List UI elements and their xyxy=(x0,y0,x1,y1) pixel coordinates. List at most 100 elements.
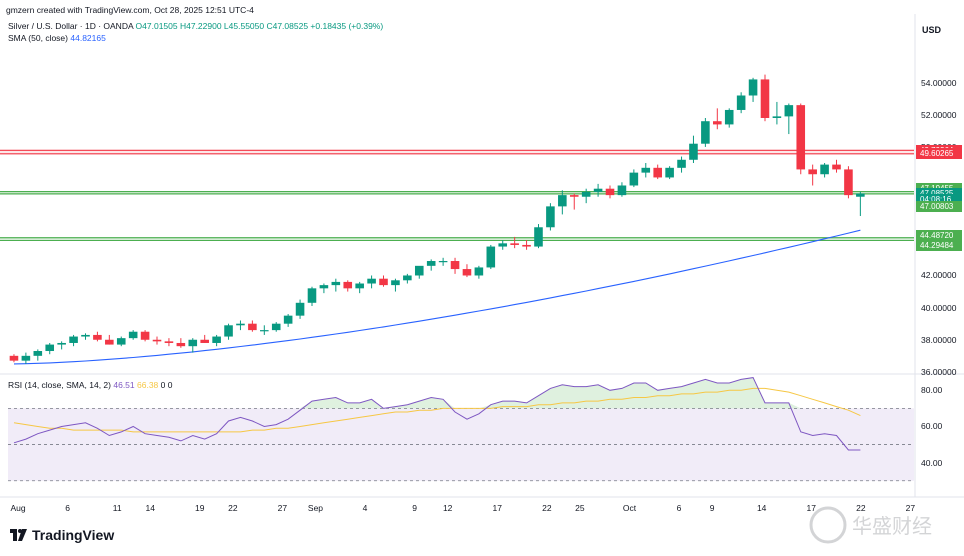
rsi-ma-line xyxy=(13,387,861,433)
chart-attribution: gmzern created with TradingView.com, Oct… xyxy=(6,5,254,15)
candle-up xyxy=(736,95,746,110)
time-tick-label: 9 xyxy=(709,503,715,513)
time-tick-label: 22 xyxy=(542,503,552,513)
candle-down xyxy=(796,105,806,170)
candle-down xyxy=(164,341,174,343)
candle-up xyxy=(81,334,90,337)
candle-up xyxy=(724,109,734,125)
support-band-upper xyxy=(0,191,914,194)
time-tick-label: 19 xyxy=(195,503,205,513)
candle-down xyxy=(176,342,186,347)
price-tick-label: 40.00000 xyxy=(921,302,957,313)
time-tick-label: 22 xyxy=(856,503,866,513)
price-tag: 44.29484 xyxy=(916,240,962,252)
candle-up xyxy=(665,167,674,178)
candle-up xyxy=(69,336,78,343)
sma-legend[interactable]: SMA (50, close) 44.82165 xyxy=(8,33,106,43)
time-tick-label: 11 xyxy=(112,503,122,513)
candle-up xyxy=(224,325,233,337)
candle-up xyxy=(21,355,31,361)
time-tick-label: 27 xyxy=(905,503,916,513)
rsi-label: RSI (14, close, SMA, 14, 2) xyxy=(8,380,111,390)
support-band-lower xyxy=(0,237,914,241)
candle-down xyxy=(379,278,388,286)
candle-down xyxy=(605,188,615,196)
candle-down xyxy=(152,339,162,342)
price-tag: 47.08525 xyxy=(916,188,962,200)
candle-up xyxy=(236,323,245,326)
price-tag: 04:08:16 xyxy=(916,194,962,206)
candle-down xyxy=(343,281,353,289)
time-tick-label: 14 xyxy=(756,503,767,513)
candle-up xyxy=(641,167,651,173)
candle-up xyxy=(212,336,221,343)
candle-up xyxy=(391,280,400,286)
price-tick-label: 52.00000 xyxy=(921,109,957,120)
candle-up xyxy=(677,159,686,168)
time-tick-label: 25 xyxy=(575,503,585,513)
brand-name: TradingView xyxy=(32,527,115,543)
price-tick-label: 42.00000 xyxy=(921,270,957,281)
price-tag: 47.00803 xyxy=(916,200,962,212)
candle-up xyxy=(498,243,508,247)
candle-up xyxy=(355,283,364,289)
candle-down xyxy=(450,261,460,270)
candle-up xyxy=(438,261,448,263)
price-tick-label: 54.00000 xyxy=(921,77,957,88)
candle-down xyxy=(653,167,662,178)
candle-up xyxy=(617,185,627,196)
rsi-line xyxy=(13,377,861,451)
sma-label: SMA (50, close) xyxy=(8,33,68,43)
currency-label[interactable]: USD xyxy=(922,25,942,35)
sma-value: 44.82165 xyxy=(70,33,106,43)
price-tag: 49.60265 xyxy=(916,148,962,160)
watermark-text: 华盛财经 xyxy=(852,514,932,538)
candle-down xyxy=(713,121,722,125)
time-tick-label: 17 xyxy=(806,503,816,513)
time-tick-label: 12 xyxy=(442,503,453,513)
time-tick-label: 9 xyxy=(412,503,417,513)
time-tick-label: 17 xyxy=(492,503,502,513)
rsi-value: 46.51 xyxy=(113,380,135,390)
rsi-ma-value: 66.38 xyxy=(137,380,159,390)
candle-up xyxy=(260,330,269,332)
candle-up xyxy=(331,281,341,286)
time-tick-label: 22 xyxy=(228,503,238,513)
candle-up xyxy=(426,261,436,266)
candle-down xyxy=(105,339,114,345)
rsi-tick-label: 80.00 xyxy=(921,385,943,396)
candle-up xyxy=(581,191,591,197)
price-tick-label: 36.00000 xyxy=(921,366,957,377)
candle-up xyxy=(486,246,496,268)
rsi-legend[interactable]: RSI (14, close, SMA, 14, 2) 46.51 66.38 … xyxy=(8,380,173,390)
candle-up xyxy=(689,143,698,160)
candle-up xyxy=(45,344,55,352)
candle-up xyxy=(33,351,43,356)
candle-up xyxy=(57,342,66,345)
candle-down xyxy=(462,269,472,276)
candle-down xyxy=(844,169,853,196)
candle-up xyxy=(474,267,484,276)
candle-up xyxy=(283,315,293,324)
candle-up xyxy=(403,275,412,281)
price-tag: 44.48720 xyxy=(916,229,962,241)
candle-down xyxy=(808,169,817,175)
tradingview-logo-icon xyxy=(10,529,27,541)
tradingview-logo[interactable]: TradingView xyxy=(10,527,114,543)
candle-up xyxy=(307,288,317,303)
watermark: 华盛财经 xyxy=(806,502,956,548)
symbol-name[interactable]: Silver / U.S. Dollar · 1D · OANDA xyxy=(8,21,134,31)
candle-down xyxy=(140,331,150,340)
candle-up xyxy=(856,193,865,197)
candle-up xyxy=(784,105,794,117)
time-tick-label: 14 xyxy=(145,503,155,513)
candle-up xyxy=(271,323,281,331)
time-tick-label: Sep xyxy=(307,503,324,513)
ohlc-values: O47.01505 H47.22900 L45.55050 C47.08525 … xyxy=(135,21,384,31)
candle-down xyxy=(200,339,209,343)
candle-up xyxy=(629,172,639,186)
resistance-band xyxy=(0,150,914,154)
candle-down xyxy=(510,243,519,245)
candle-down xyxy=(832,164,841,170)
